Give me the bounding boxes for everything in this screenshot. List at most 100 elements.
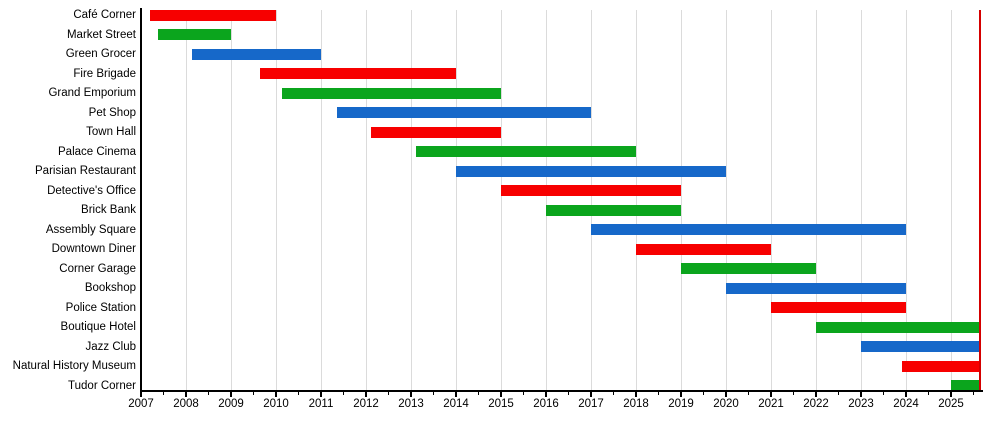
gridline-2020 (725, 10, 727, 390)
timeline-bar-corner-garage (681, 263, 816, 274)
minor-tick-2020.5 (747, 392, 750, 395)
timeline-bar-caf-corner (150, 9, 276, 21)
gridline-2022 (815, 10, 817, 390)
gridline-2024 (905, 10, 907, 390)
x-axis-label-2017: 2017 (578, 398, 604, 410)
major-tick-2019 (680, 392, 682, 397)
row-label-natural-history-museum: Natural History Museum (12, 360, 136, 372)
x-axis-label-2024: 2024 (893, 398, 919, 410)
minor-tick-2022.5 (837, 392, 840, 395)
x-axis-label-2021: 2021 (758, 398, 784, 410)
major-tick-2024 (905, 392, 907, 397)
minor-tick-2008.5 (207, 392, 210, 395)
minor-tick-2016.5 (567, 392, 570, 395)
timeline-bar-detective-s-office (501, 185, 681, 196)
timeline-bar-parisian-restaurant (456, 165, 726, 177)
timeline-bar-grand-emporium (281, 87, 501, 99)
major-tick-2022 (815, 392, 817, 397)
x-axis-label-2013: 2013 (398, 398, 424, 410)
row-label-fire-brigade: Fire Brigade (73, 67, 136, 80)
current-date-line (979, 10, 982, 390)
minor-tick-2009.5 (252, 392, 255, 395)
row-label-green-grocer: Green Grocer (65, 48, 136, 60)
y-axis-line (140, 8, 142, 392)
x-axis-label-2025: 2025 (938, 398, 964, 410)
major-tick-2008 (185, 392, 187, 397)
timeline-bar-market-street (157, 29, 231, 40)
row-label-parisian-restaurant: Parisian Restaurant (35, 165, 136, 177)
major-tick-2023 (860, 392, 862, 397)
gridline-2011 (320, 10, 322, 390)
x-axis-label-2020: 2020 (713, 398, 739, 410)
timeline-bar-town-hall (371, 126, 501, 138)
timeline-bar-pet-shop (337, 107, 591, 118)
gridline-2017 (590, 10, 592, 390)
major-tick-2009 (230, 392, 232, 397)
minor-tick-2007.5 (162, 392, 165, 395)
minor-tick-2021.5 (792, 392, 795, 395)
major-tick-2007 (140, 392, 142, 397)
x-axis-label-2022: 2022 (803, 398, 829, 410)
x-axis-label-2023: 2023 (848, 398, 874, 410)
x-axis-label-2007: 2007 (128, 398, 154, 410)
minor-tick-2025.5 (972, 392, 975, 395)
gridline-2016 (545, 10, 547, 390)
timeline-bar-brick-bank (546, 204, 681, 216)
x-axis-label-2018: 2018 (623, 398, 649, 410)
minor-tick-2011.5 (342, 392, 345, 395)
minor-tick-2017.5 (612, 392, 615, 395)
major-tick-2012 (365, 392, 367, 397)
major-tick-2016 (545, 392, 547, 397)
timeline-bar-boutique-hotel (816, 321, 981, 333)
x-axis-line (140, 390, 983, 392)
major-tick-2015 (500, 392, 502, 397)
gridline-2013 (410, 10, 412, 390)
timeline-bar-natural-history-museum (901, 360, 981, 372)
major-tick-2010 (275, 392, 277, 397)
row-label-pet-shop: Pet Shop (88, 106, 136, 119)
x-axis-label-2009: 2009 (218, 398, 244, 410)
gridline-2019 (680, 10, 682, 390)
timeline-bar-palace-cinema (416, 146, 636, 157)
gridline-2023 (860, 10, 862, 390)
row-label-corner-garage: Corner Garage (59, 262, 136, 275)
minor-tick-2010.5 (297, 392, 300, 395)
timeline-bar-tudor-corner (951, 380, 981, 391)
row-label-town-hall: Town Hall (86, 126, 136, 138)
row-label-caf-corner: Café Corner (73, 9, 136, 21)
x-axis-label-2019: 2019 (668, 398, 694, 410)
row-label-bookshop: Bookshop (84, 282, 136, 294)
major-tick-2013 (410, 392, 412, 397)
timeline-bar-bookshop (726, 282, 906, 294)
x-axis-label-2014: 2014 (443, 398, 469, 410)
row-label-police-station: Police Station (65, 301, 136, 314)
gridline-2021 (770, 10, 772, 390)
gridline-2009 (230, 10, 232, 390)
major-tick-2021 (770, 392, 772, 397)
x-axis-label-2015: 2015 (488, 398, 514, 410)
row-label-boutique-hotel: Boutique Hotel (60, 321, 136, 333)
major-tick-2017 (590, 392, 592, 397)
major-tick-2011 (320, 392, 322, 397)
minor-tick-2015.5 (522, 392, 525, 395)
major-tick-2014 (455, 392, 457, 397)
gridline-2025 (950, 10, 952, 390)
row-label-palace-cinema: Palace Cinema (58, 145, 136, 158)
minor-tick-2024.5 (927, 392, 930, 395)
gridline-2014 (455, 10, 457, 390)
row-label-jazz-club: Jazz Club (85, 340, 137, 353)
x-axis-label-2011: 2011 (308, 398, 334, 410)
gridline-2018 (635, 10, 637, 390)
x-axis-label-2012: 2012 (353, 398, 379, 410)
x-axis-label-2016: 2016 (533, 398, 559, 410)
major-tick-2018 (635, 392, 637, 397)
minor-tick-2012.5 (387, 392, 390, 395)
gridline-2015 (500, 10, 502, 390)
x-axis-label-2008: 2008 (173, 398, 199, 410)
minor-tick-2019.5 (702, 392, 705, 395)
minor-tick-2023.5 (882, 392, 885, 395)
gridline-2010 (275, 10, 277, 390)
timeline-bar-assembly-square (591, 224, 906, 235)
timeline-bar-green-grocer (191, 48, 321, 60)
